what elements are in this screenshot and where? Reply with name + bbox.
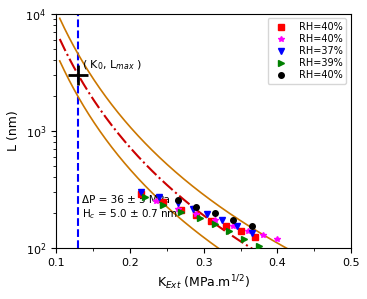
RH=40% (261, 233, 265, 237)
RH=40% (297, 256, 302, 260)
RH=37% (205, 212, 210, 216)
RH=40% (250, 224, 254, 228)
RH=39% (242, 237, 246, 241)
RH=40% (175, 199, 180, 202)
RH=39% (161, 203, 165, 206)
RH=40% (231, 224, 235, 228)
RH=40% (253, 235, 258, 239)
RH=40% (153, 200, 158, 203)
RH=37% (220, 218, 224, 221)
Text: ( K$_0$, L$_{max}$ ): ( K$_0$, L$_{max}$ ) (82, 59, 142, 72)
RH=37% (175, 202, 180, 205)
RH=39% (227, 229, 232, 233)
RH=40% (268, 252, 272, 255)
RH=40% (212, 218, 217, 221)
RH=39% (142, 196, 147, 199)
X-axis label: K$_{Ext}$ (MPa.m$^{1/2}$): K$_{Ext}$ (MPa.m$^{1/2}$) (157, 273, 250, 292)
RH=40% (231, 218, 235, 221)
RH=40% (246, 229, 250, 233)
Line: RH=40%: RH=40% (153, 199, 280, 242)
RH=39% (212, 222, 217, 226)
RH=40% (212, 211, 217, 215)
Y-axis label: L (nm): L (nm) (7, 110, 20, 151)
RH=40% (175, 207, 180, 211)
Line: RH=40%: RH=40% (175, 198, 302, 261)
Text: ΔP = 36 ± 5 MPa
H$_c$ = 5.0 ± 0.7 nm: ΔP = 36 ± 5 MPa H$_c$ = 5.0 ± 0.7 nm (82, 195, 178, 221)
RH=40% (139, 192, 143, 196)
RH=40% (161, 201, 165, 204)
RH=40% (283, 253, 287, 256)
Line: RH=37%: RH=37% (138, 189, 254, 236)
RH=40% (209, 219, 213, 223)
RH=40% (224, 224, 228, 228)
RH=37% (190, 207, 195, 211)
RH=39% (179, 210, 184, 213)
RH=37% (235, 224, 239, 228)
RH=40% (194, 205, 199, 209)
Line: RH=40%: RH=40% (138, 191, 258, 239)
RH=39% (257, 244, 261, 247)
Line: RH=39%: RH=39% (142, 195, 262, 248)
RH=37% (157, 196, 161, 199)
RH=40% (275, 237, 280, 241)
RH=39% (198, 216, 202, 220)
RH=40% (194, 213, 199, 217)
RH=40% (179, 208, 184, 212)
RH=37% (250, 231, 254, 235)
Legend: RH=40%, RH=40%, RH=37%, RH=39%, RH=40%: RH=40%, RH=40%, RH=37%, RH=39%, RH=40% (268, 19, 346, 84)
RH=40% (194, 212, 199, 216)
RH=40% (238, 229, 243, 233)
RH=37% (139, 190, 143, 194)
